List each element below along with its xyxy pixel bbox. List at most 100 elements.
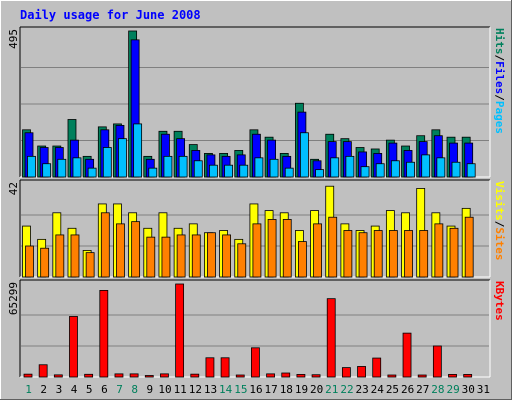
x-tick-label-day-26: 26 (401, 383, 414, 396)
bar-pages-day-15 (239, 164, 249, 178)
bar-kbytes-day-9 (144, 375, 154, 378)
bar-pages-day-14 (224, 164, 233, 178)
bar-kbytes-day-17 (266, 373, 275, 378)
bar-pages-day-23 (360, 166, 370, 178)
x-tick-label-day-5: 5 (86, 383, 93, 396)
legend-entry: Sites (493, 227, 506, 260)
bar-sites-day-22 (343, 230, 353, 278)
bar-kbytes-day-27 (417, 374, 427, 378)
x-tick-label-day-28: 28 (431, 383, 444, 396)
bar-pages-day-19 (300, 132, 309, 178)
x-tick-label-day-9: 9 (147, 383, 154, 396)
bar-sites-day-10 (161, 236, 171, 278)
panel-kbytes-legend: KBytes (493, 281, 506, 321)
legend-entry: / (493, 55, 506, 62)
bar-sites-day-7 (116, 223, 125, 278)
bar-pages-day-17 (269, 158, 279, 178)
bar-kbytes-day-24 (372, 357, 382, 378)
bar-pages-day-10 (163, 155, 173, 178)
bar-kbytes-day-15 (235, 374, 245, 378)
bar-kbytes-day-4 (69, 316, 78, 378)
bar-pages-day-21 (330, 157, 340, 178)
bar-sites-day-5 (85, 252, 95, 278)
x-tick-label-day-24: 24 (371, 383, 385, 396)
legend-entry: Files (493, 61, 506, 94)
panel-kbytes-max-label: 65299 (7, 282, 20, 315)
bar-sites-day-24 (373, 230, 383, 278)
bar-pages-day-4 (72, 157, 82, 178)
bar-sites-day-6 (100, 212, 110, 278)
legend-entry: Pages (493, 101, 506, 134)
bar-sites-day-25 (388, 230, 398, 278)
x-tick-label-day-14: 14 (219, 383, 233, 396)
bar-kbytes-day-11 (175, 283, 185, 378)
x-tick-label-day-2: 2 (40, 383, 47, 396)
panel-hits-files-pages-legend: Hits/Files/Pages (493, 28, 506, 134)
bar-pages-day-13 (209, 164, 218, 178)
bar-sites-day-21 (328, 216, 338, 278)
bar-sites-day-17 (267, 219, 277, 278)
bar-kbytes-day-30 (463, 374, 473, 378)
x-tick-label-day-10: 10 (158, 383, 171, 396)
bar-sites-day-16 (252, 223, 262, 278)
bar-pages-day-16 (254, 157, 264, 178)
bar-kbytes-day-22 (341, 367, 351, 378)
bar-pages-day-8 (133, 123, 143, 178)
bar-kbytes-day-8 (129, 373, 139, 378)
bar-kbytes-day-20 (311, 374, 321, 378)
x-tick-label-day-16: 16 (249, 383, 262, 396)
x-tick-label-day-23: 23 (356, 383, 369, 396)
bar-pages-day-20 (315, 169, 324, 178)
x-tick-label-day-21: 21 (325, 383, 338, 396)
bar-kbytes-day-26 (402, 332, 412, 378)
bar-pages-day-6 (102, 147, 112, 178)
bar-pages-day-22 (345, 155, 355, 178)
bar-sites-day-14 (222, 234, 231, 278)
bar-pages-day-28 (436, 157, 446, 178)
bar-sites-day-8 (131, 221, 141, 278)
bar-sites-day-11 (176, 234, 186, 278)
bar-kbytes-day-23 (357, 366, 366, 378)
x-tick-label-day-22: 22 (340, 383, 353, 396)
legend-entry: KBytes (493, 281, 506, 321)
x-tick-label-day-3: 3 (56, 383, 63, 396)
legend-entry: Hits (493, 28, 506, 55)
bar-pages-day-24 (375, 163, 385, 178)
bar-sites-day-13 (207, 232, 216, 278)
bar-kbytes-day-7 (114, 373, 124, 378)
bar-sites-day-4 (70, 234, 80, 278)
bar-kbytes-day-25 (387, 374, 397, 378)
x-tick-label-day-31: 31 (477, 383, 490, 396)
bar-sites-day-2 (40, 247, 50, 278)
x-tick-label-day-25: 25 (386, 383, 399, 396)
bar-pages-day-30 (466, 163, 476, 178)
bar-pages-day-11 (178, 155, 188, 178)
x-tick-label-day-4: 4 (71, 383, 78, 396)
bar-kbytes-day-1 (23, 373, 33, 378)
bar-pages-day-5 (87, 167, 97, 178)
x-tick-label-day-17: 17 (265, 383, 278, 396)
x-tick-label-day-12: 12 (189, 383, 202, 396)
bar-sites-day-19 (298, 241, 307, 278)
bar-pages-day-26 (406, 161, 415, 178)
bar-pages-day-27 (421, 154, 431, 178)
bar-kbytes-day-14 (220, 357, 230, 378)
bar-sites-day-20 (313, 223, 322, 278)
legend-entry: Visits (493, 181, 506, 221)
bar-kbytes-day-19 (296, 374, 306, 378)
bar-pages-day-29 (451, 161, 461, 178)
bar-sites-day-29 (449, 227, 459, 278)
x-tick-label-day-30: 30 (462, 383, 475, 396)
x-tick-label-day-27: 27 (416, 383, 429, 396)
bar-sites-day-18 (282, 219, 292, 278)
x-tick-label-day-13: 13 (204, 383, 217, 396)
legend-entry: / (493, 221, 506, 228)
bar-kbytes-day-5 (84, 373, 94, 378)
bar-sites-day-12 (191, 234, 201, 278)
bar-sites-day-23 (358, 232, 368, 278)
bar-pages-day-2 (42, 163, 52, 178)
bar-sites-day-28 (434, 223, 444, 278)
x-tick-label-day-11: 11 (174, 383, 187, 396)
